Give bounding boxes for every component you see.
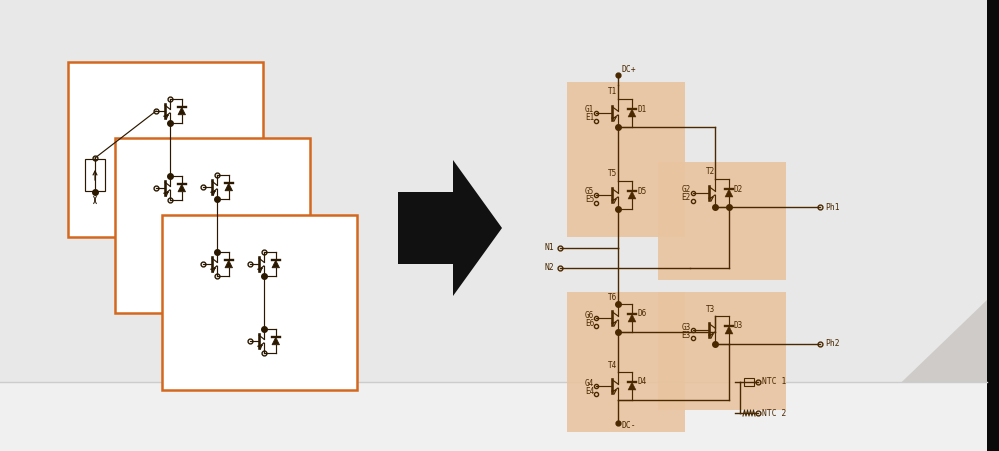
Polygon shape xyxy=(272,260,280,268)
Text: N2: N2 xyxy=(544,263,554,272)
Text: T1: T1 xyxy=(608,87,617,97)
Text: T5: T5 xyxy=(608,170,617,179)
Text: D6: D6 xyxy=(637,309,646,318)
Polygon shape xyxy=(628,382,636,390)
Text: E4: E4 xyxy=(584,387,594,396)
Text: D1: D1 xyxy=(637,105,646,114)
Text: E1: E1 xyxy=(584,114,594,123)
Text: Ph1: Ph1 xyxy=(825,202,839,212)
Bar xyxy=(987,0,999,451)
Text: NTC 1: NTC 1 xyxy=(762,377,786,387)
Polygon shape xyxy=(225,183,233,191)
Polygon shape xyxy=(725,326,733,334)
Polygon shape xyxy=(725,189,733,197)
Bar xyxy=(658,162,786,280)
Bar xyxy=(658,292,786,410)
Polygon shape xyxy=(178,107,186,115)
Polygon shape xyxy=(225,260,233,268)
Bar xyxy=(85,159,105,191)
Text: T2: T2 xyxy=(705,167,714,176)
Text: E2: E2 xyxy=(681,193,691,202)
Text: DC+: DC+ xyxy=(621,65,635,74)
Text: E5: E5 xyxy=(584,195,594,204)
Text: G4: G4 xyxy=(584,378,594,387)
Polygon shape xyxy=(628,314,636,322)
Bar xyxy=(115,138,310,313)
Polygon shape xyxy=(398,160,502,296)
Text: G1: G1 xyxy=(584,106,594,115)
Text: D3: D3 xyxy=(734,322,743,331)
Text: DC-: DC- xyxy=(621,421,635,430)
Bar xyxy=(0,382,987,451)
Text: E6: E6 xyxy=(584,318,594,327)
Text: T4: T4 xyxy=(608,360,617,369)
Bar xyxy=(567,292,685,432)
Bar xyxy=(162,215,357,390)
Text: NTC 2: NTC 2 xyxy=(762,409,786,418)
Polygon shape xyxy=(830,300,987,451)
Text: N1: N1 xyxy=(544,244,554,253)
Polygon shape xyxy=(628,109,636,117)
Polygon shape xyxy=(272,337,280,345)
Bar xyxy=(567,82,685,237)
Text: Ph2: Ph2 xyxy=(825,340,839,349)
Polygon shape xyxy=(178,184,186,192)
Text: G5: G5 xyxy=(584,188,594,197)
Text: D2: D2 xyxy=(734,184,743,193)
Text: G3: G3 xyxy=(681,322,691,331)
Text: G6: G6 xyxy=(584,310,594,319)
Text: D4: D4 xyxy=(637,377,646,387)
Bar xyxy=(744,378,754,386)
Bar xyxy=(68,62,263,237)
Polygon shape xyxy=(628,191,636,199)
Text: T6: T6 xyxy=(608,293,617,302)
Text: T3: T3 xyxy=(705,304,714,313)
Text: D5: D5 xyxy=(637,187,646,195)
Text: E3: E3 xyxy=(681,331,691,340)
Text: G2: G2 xyxy=(681,185,691,194)
